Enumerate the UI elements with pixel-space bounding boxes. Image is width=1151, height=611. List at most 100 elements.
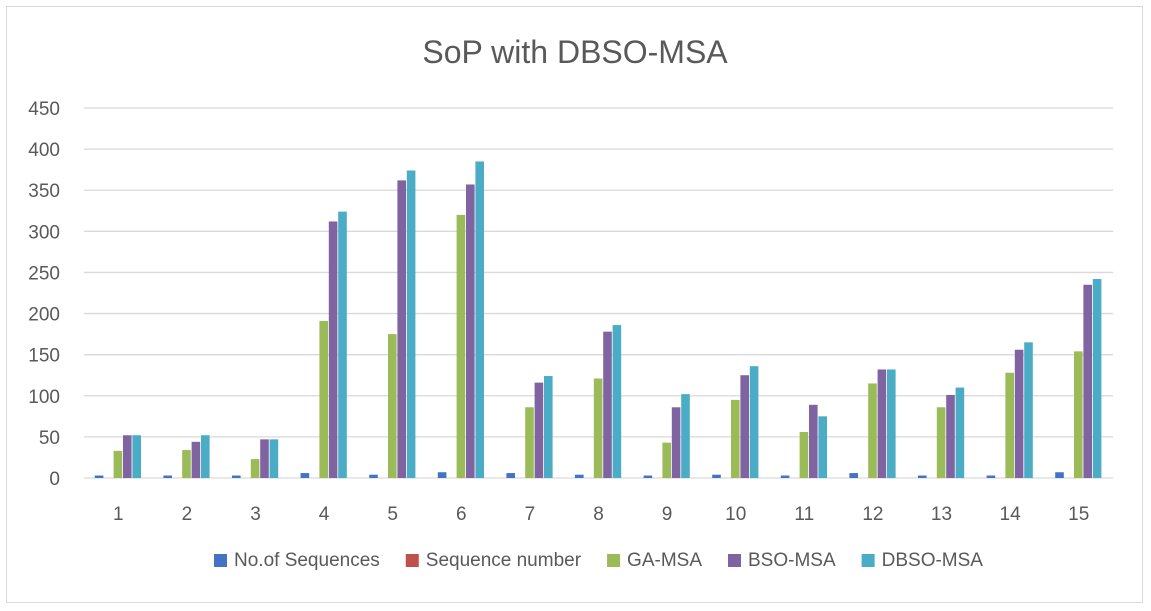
legend-swatch <box>861 554 875 567</box>
bar-no-of-sequences-5 <box>369 474 378 478</box>
x-tick-label: 1 <box>113 504 124 525</box>
bar-ga-msa-6 <box>456 214 466 478</box>
x-tick-label: 6 <box>456 504 467 525</box>
bar-no-of-sequences-8 <box>575 474 584 478</box>
x-tick-label: 9 <box>662 504 673 525</box>
bar-no-of-sequences-7 <box>506 473 515 478</box>
y-tick-label: 50 <box>39 428 60 449</box>
y-tick-label: 350 <box>28 181 60 202</box>
x-tick-label: 2 <box>182 504 193 525</box>
x-tick-label: 15 <box>1068 504 1089 525</box>
bar-dbso-msa-4 <box>338 211 347 478</box>
bar-dbso-msa-9 <box>681 394 690 478</box>
x-tick-label: 3 <box>250 504 261 525</box>
bar-dbso-msa-10 <box>749 366 759 478</box>
bar-no-of-sequences-11 <box>780 475 790 478</box>
chart-title: SoP with DBSO-MSA <box>422 34 728 70</box>
legend-label: No.of Sequences <box>234 550 380 571</box>
x-tick-label: 11 <box>794 504 814 525</box>
bar-bso-msa-14 <box>1014 349 1024 478</box>
bar-ga-msa-5 <box>388 334 397 478</box>
x-tick-label: 4 <box>319 504 330 525</box>
bar-ga-msa-1 <box>113 450 123 478</box>
bar-no-of-sequences-12 <box>849 473 858 478</box>
bar-no-of-sequences-14 <box>986 475 996 478</box>
bar-dbso-msa-3 <box>269 439 279 478</box>
bar-ga-msa-3 <box>250 459 260 478</box>
bar-ga-msa-10 <box>731 399 740 478</box>
x-axis: 1 2 3 4 5 6 7 8 9 10 11 12 13 14 15 <box>113 504 1089 525</box>
bar-no-of-sequences-2 <box>163 475 172 478</box>
bar-no-of-sequences-9 <box>643 475 653 478</box>
x-tick-label: 12 <box>862 504 883 525</box>
x-tick-label: 7 <box>525 504 536 525</box>
y-axis: 0 50 100 150 200 250 300 350 400 450 <box>28 99 60 490</box>
bar-no-of-sequences-15 <box>1055 472 1064 478</box>
bar-dbso-msa-15 <box>1092 279 1102 478</box>
y-tick-label: 150 <box>28 346 60 367</box>
legend-label: BSO-MSA <box>748 550 836 571</box>
bar-bso-msa-7 <box>534 382 544 478</box>
y-tick-label: 100 <box>28 387 60 408</box>
bar-bso-msa-6 <box>466 184 475 478</box>
bar-no-of-sequences-10 <box>712 474 721 478</box>
bar-ga-msa-14 <box>1005 372 1014 478</box>
y-tick-label: 400 <box>28 140 60 161</box>
bar-dbso-msa-7 <box>544 376 553 478</box>
bar-ga-msa-15 <box>1074 351 1083 478</box>
bar-bso-msa-3 <box>260 439 269 478</box>
bar-ga-msa-11 <box>799 431 809 478</box>
bar-ga-msa-12 <box>868 383 877 478</box>
bars <box>94 161 1102 478</box>
bar-dbso-msa-1 <box>132 435 141 478</box>
bar-no-of-sequences-13 <box>918 475 927 478</box>
bar-ga-msa-13 <box>936 407 946 478</box>
x-tick-label: 14 <box>1000 504 1022 525</box>
bar-no-of-sequences-1 <box>94 475 104 478</box>
bar-bso-msa-11 <box>809 404 818 478</box>
y-tick-label: 200 <box>28 305 60 326</box>
bar-dbso-msa-5 <box>406 170 416 478</box>
bar-dbso-msa-14 <box>1024 342 1033 478</box>
x-tick-label: 13 <box>931 504 952 525</box>
bar-no-of-sequences-3 <box>232 475 241 478</box>
chart-frame <box>6 6 1143 603</box>
y-tick-label: 450 <box>28 99 60 120</box>
bar-bso-msa-13 <box>946 394 955 478</box>
x-tick-label: 8 <box>593 504 604 525</box>
bar-dbso-msa-8 <box>612 325 622 478</box>
bar-bso-msa-9 <box>671 407 681 478</box>
x-tick-label: 10 <box>725 504 746 525</box>
bar-no-of-sequences-6 <box>437 472 447 478</box>
bar-bso-msa-8 <box>603 331 612 478</box>
legend-swatch <box>607 554 621 567</box>
x-tick-label: 5 <box>387 504 398 525</box>
bar-ga-msa-9 <box>662 442 671 478</box>
bar-bso-msa-10 <box>740 375 749 478</box>
legend-label: GA-MSA <box>627 550 702 571</box>
legend-swatch <box>728 554 742 567</box>
bar-dbso-msa-11 <box>818 416 827 478</box>
bar-dbso-msa-2 <box>201 435 210 478</box>
bar-dbso-msa-6 <box>475 161 484 478</box>
legend-swatch <box>214 554 228 567</box>
bar-ga-msa-4 <box>319 320 328 478</box>
y-tick-label: 250 <box>28 263 60 284</box>
bar-bso-msa-5 <box>397 180 406 478</box>
bar-bso-msa-12 <box>877 369 887 478</box>
bar-ga-msa-8 <box>593 378 603 478</box>
y-tick-label: 300 <box>28 222 60 243</box>
legend-label: DBSO-MSA <box>882 550 984 571</box>
legend: No.of Sequences Sequence number GA-MSA BSO-… <box>214 550 983 571</box>
bar-ga-msa-2 <box>182 450 191 478</box>
bar-dbso-msa-12 <box>887 369 896 478</box>
bar-ga-msa-7 <box>525 407 534 478</box>
bar-bso-msa-2 <box>191 441 201 478</box>
y-tick-label: 0 <box>49 469 60 490</box>
bar-bso-msa-15 <box>1083 284 1092 478</box>
bar-bso-msa-4 <box>328 221 338 478</box>
bar-bso-msa-1 <box>123 435 132 478</box>
legend-swatch <box>405 554 419 567</box>
bar-dbso-msa-13 <box>955 387 965 478</box>
